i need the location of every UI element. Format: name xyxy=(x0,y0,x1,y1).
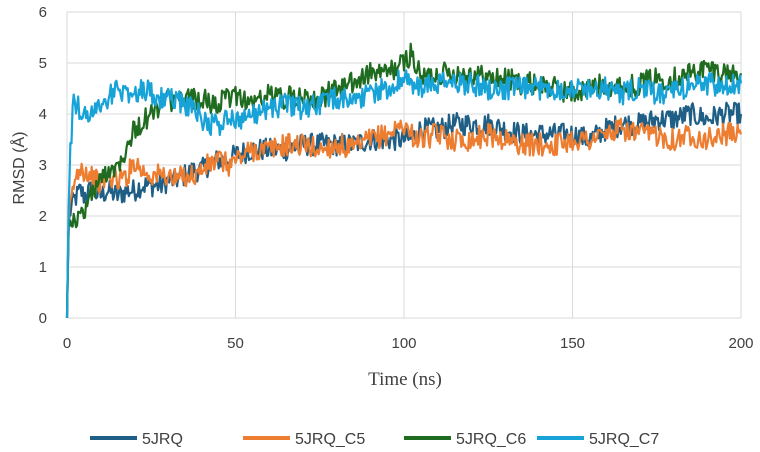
y-tick-label: 1 xyxy=(39,259,47,276)
y-tick-label: 3 xyxy=(39,157,47,174)
y-tick-label: 2 xyxy=(39,208,47,225)
y-tick-label: 5 xyxy=(39,55,47,72)
tick-labels: 0 1 2 3 4 5 6 0 50 100 150 200 xyxy=(39,4,754,352)
x-tick-label: 150 xyxy=(560,335,585,352)
legend-label: 5JRQ_C6 xyxy=(456,431,526,448)
y-tick-label: 6 xyxy=(39,4,47,21)
x-tick-label: 50 xyxy=(227,335,244,352)
x-axis-title: Time (ns) xyxy=(368,369,442,390)
x-tick-label: 0 xyxy=(63,335,71,352)
series-lines xyxy=(65,42,743,319)
series-line-5jrq-c5 xyxy=(65,117,743,319)
x-tick-label: 100 xyxy=(391,335,416,352)
series-line-5jrq-c7 xyxy=(65,69,743,319)
legend-label: 5JRQ_C5 xyxy=(295,431,365,448)
y-tick-label: 0 xyxy=(39,310,47,327)
legend: 5JRQ 5JRQ_C5 5JRQ_C6 5JRQ_C7 xyxy=(90,431,659,448)
x-tick-label: 200 xyxy=(728,335,753,352)
legend-label: 5JRQ_C7 xyxy=(589,431,659,448)
y-axis-title: RMSD (Å) xyxy=(9,132,28,205)
y-tick-label: 4 xyxy=(39,106,47,123)
legend-label: 5JRQ xyxy=(142,431,183,448)
